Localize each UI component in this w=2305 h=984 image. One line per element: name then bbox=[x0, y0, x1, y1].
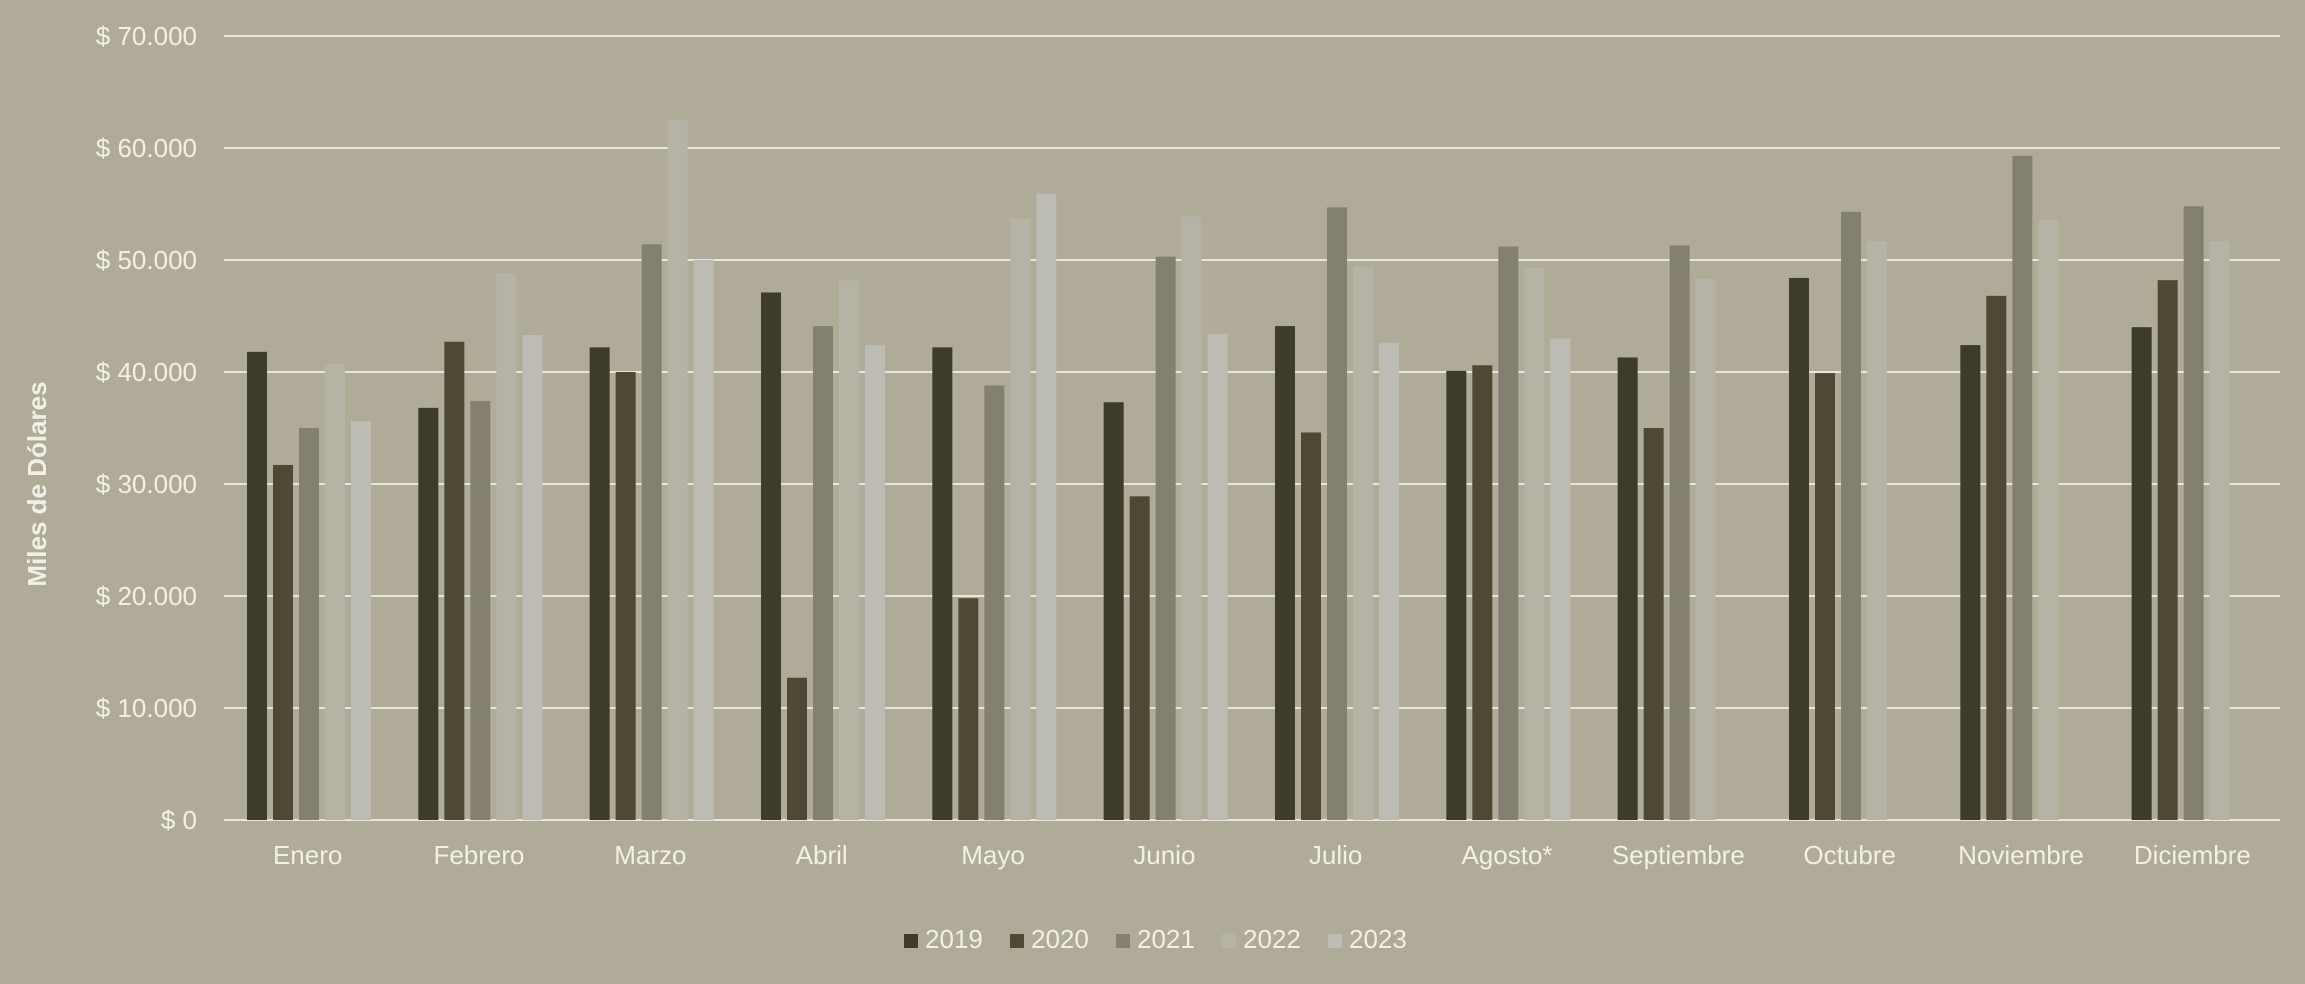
x-tick-label: Mayo bbox=[961, 840, 1025, 870]
bar-2023-Julio bbox=[1379, 342, 1399, 820]
bar-2019-Diciembre bbox=[2131, 327, 2152, 820]
x-tick-label: Septiembre bbox=[1612, 840, 1745, 870]
bar-2020-Diciembre bbox=[2157, 280, 2178, 820]
bar-2020-Mayo bbox=[958, 598, 979, 820]
y-tick-label: $ 50.000 bbox=[96, 245, 197, 275]
legend-label: 2020 bbox=[1031, 924, 1089, 954]
legend: 2019 2020 2021 2022 2023 bbox=[904, 924, 1407, 954]
bar-2019-Mayo bbox=[932, 347, 953, 820]
bar-2020-Julio bbox=[1301, 432, 1321, 820]
bar-2020-Marzo bbox=[615, 372, 636, 820]
legend-item: 2021 bbox=[1116, 924, 1195, 954]
bar-2023-Mayo bbox=[1036, 193, 1057, 821]
legend-swatch bbox=[1010, 934, 1024, 948]
legend-label: 2022 bbox=[1243, 924, 1301, 954]
bar-2021-Marzo bbox=[641, 244, 662, 820]
y-tick-label: $ 60.000 bbox=[96, 133, 197, 163]
legend-swatch bbox=[1328, 934, 1342, 948]
bar-2023-Agosto* bbox=[1550, 338, 1571, 820]
bar-2022-Abril bbox=[839, 280, 859, 820]
bar-2023-Enero bbox=[351, 421, 371, 820]
x-tick-label: Enero bbox=[273, 840, 342, 870]
bar-2019-Julio bbox=[1275, 326, 1295, 820]
bar-2021-Mayo bbox=[984, 385, 1005, 820]
bar-2019-Abril bbox=[761, 292, 781, 821]
x-tick-label: Febrero bbox=[433, 840, 524, 870]
x-tick-label: Junio bbox=[1133, 840, 1195, 870]
bar-2022-Diciembre bbox=[2209, 240, 2230, 820]
bar-2021-Junio bbox=[1155, 256, 1176, 820]
bar-2022-Febrero bbox=[496, 273, 517, 820]
legend-label: 2021 bbox=[1137, 924, 1195, 954]
bar-2019-Septiembre bbox=[1617, 357, 1638, 820]
bar-2019-Octubre bbox=[1789, 277, 1809, 820]
grid-lines bbox=[224, 35, 2280, 821]
bar-2023-Abril bbox=[865, 345, 885, 820]
bar-2022-Julio bbox=[1353, 266, 1373, 821]
legend-swatch bbox=[1222, 934, 1236, 948]
bar-2022-Junio bbox=[1181, 216, 1202, 820]
bar-2021-Diciembre bbox=[2183, 206, 2204, 821]
y-axis-label: Miles de Dólares bbox=[22, 381, 52, 586]
bar-2020-Septiembre bbox=[1643, 428, 1664, 820]
bar-2021-Octubre bbox=[1841, 211, 1861, 821]
bar-2020-Noviembre bbox=[1986, 295, 2007, 821]
bar-2022-Mayo bbox=[1010, 218, 1031, 820]
bar-2019-Agosto* bbox=[1446, 370, 1467, 820]
y-tick-label: $ 70.000 bbox=[96, 21, 197, 51]
legend-label: 2019 bbox=[925, 924, 983, 954]
bar-2020-Junio bbox=[1129, 496, 1150, 820]
bar-2020-Febrero bbox=[444, 341, 465, 820]
y-tick-label: $ 10.000 bbox=[96, 693, 197, 723]
bar-2022-Septiembre bbox=[1695, 279, 1716, 820]
bar-2022-Marzo bbox=[667, 120, 688, 820]
bar-2019-Febrero bbox=[418, 407, 439, 820]
bar-2020-Octubre bbox=[1815, 373, 1835, 820]
bar-2021-Julio bbox=[1327, 207, 1347, 821]
bar-2020-Abril bbox=[787, 677, 807, 820]
legend-item: 2019 bbox=[904, 924, 983, 954]
bar-2023-Junio bbox=[1207, 333, 1228, 820]
bar-2021-Septiembre bbox=[1669, 245, 1690, 820]
y-tick-label: $ 0 bbox=[161, 805, 197, 835]
x-tick-label: Julio bbox=[1309, 840, 1362, 870]
bar-2021-Agosto* bbox=[1498, 246, 1519, 820]
legend-swatch bbox=[1116, 934, 1130, 948]
bar-2022-Enero bbox=[325, 364, 345, 820]
bar-2023-Marzo bbox=[693, 260, 714, 820]
bars bbox=[247, 120, 2230, 821]
bar-2019-Enero bbox=[247, 351, 267, 820]
bar-2021-Noviembre bbox=[2012, 155, 2033, 821]
y-axis-ticks: $ 0 $ 10.000 $ 20.000 $ 30.000 $ 40.000 $ 50.… bbox=[96, 21, 197, 835]
x-tick-label: Marzo bbox=[614, 840, 686, 870]
bar-2022-Agosto* bbox=[1524, 267, 1545, 821]
x-tick-label: Octubre bbox=[1803, 840, 1896, 870]
x-axis-ticks: Enero Febrero Marzo Abril Mayo Junio Julio Agos… bbox=[273, 840, 2251, 870]
x-tick-label: Diciembre bbox=[2134, 840, 2251, 870]
bar-2022-Noviembre bbox=[2038, 219, 2059, 820]
bar-2021-Febrero bbox=[470, 401, 491, 820]
y-tick-label: $ 40.000 bbox=[96, 357, 197, 387]
legend-item: 2023 bbox=[1328, 924, 1407, 954]
legend-item: 2020 bbox=[1010, 924, 1089, 954]
legend-label: 2023 bbox=[1349, 924, 1407, 954]
bar-2022-Octubre bbox=[1867, 240, 1887, 820]
bar-2019-Marzo bbox=[589, 347, 610, 820]
x-tick-label: Noviembre bbox=[1958, 840, 2084, 870]
bar-2019-Noviembre bbox=[1960, 345, 1981, 820]
y-tick-label: $ 20.000 bbox=[96, 581, 197, 611]
legend-item: 2022 bbox=[1222, 924, 1301, 954]
bar-2021-Enero bbox=[299, 428, 319, 820]
bar-2023-Febrero bbox=[522, 335, 543, 820]
bar-2020-Agosto* bbox=[1472, 365, 1493, 820]
x-tick-label: Agosto* bbox=[1461, 840, 1552, 870]
bar-2019-Junio bbox=[1103, 402, 1124, 820]
bar-2020-Enero bbox=[273, 464, 293, 820]
y-tick-label: $ 30.000 bbox=[96, 469, 197, 499]
bar-2021-Abril bbox=[813, 326, 833, 820]
x-tick-label: Abril bbox=[796, 840, 848, 870]
legend-swatch bbox=[904, 934, 918, 948]
